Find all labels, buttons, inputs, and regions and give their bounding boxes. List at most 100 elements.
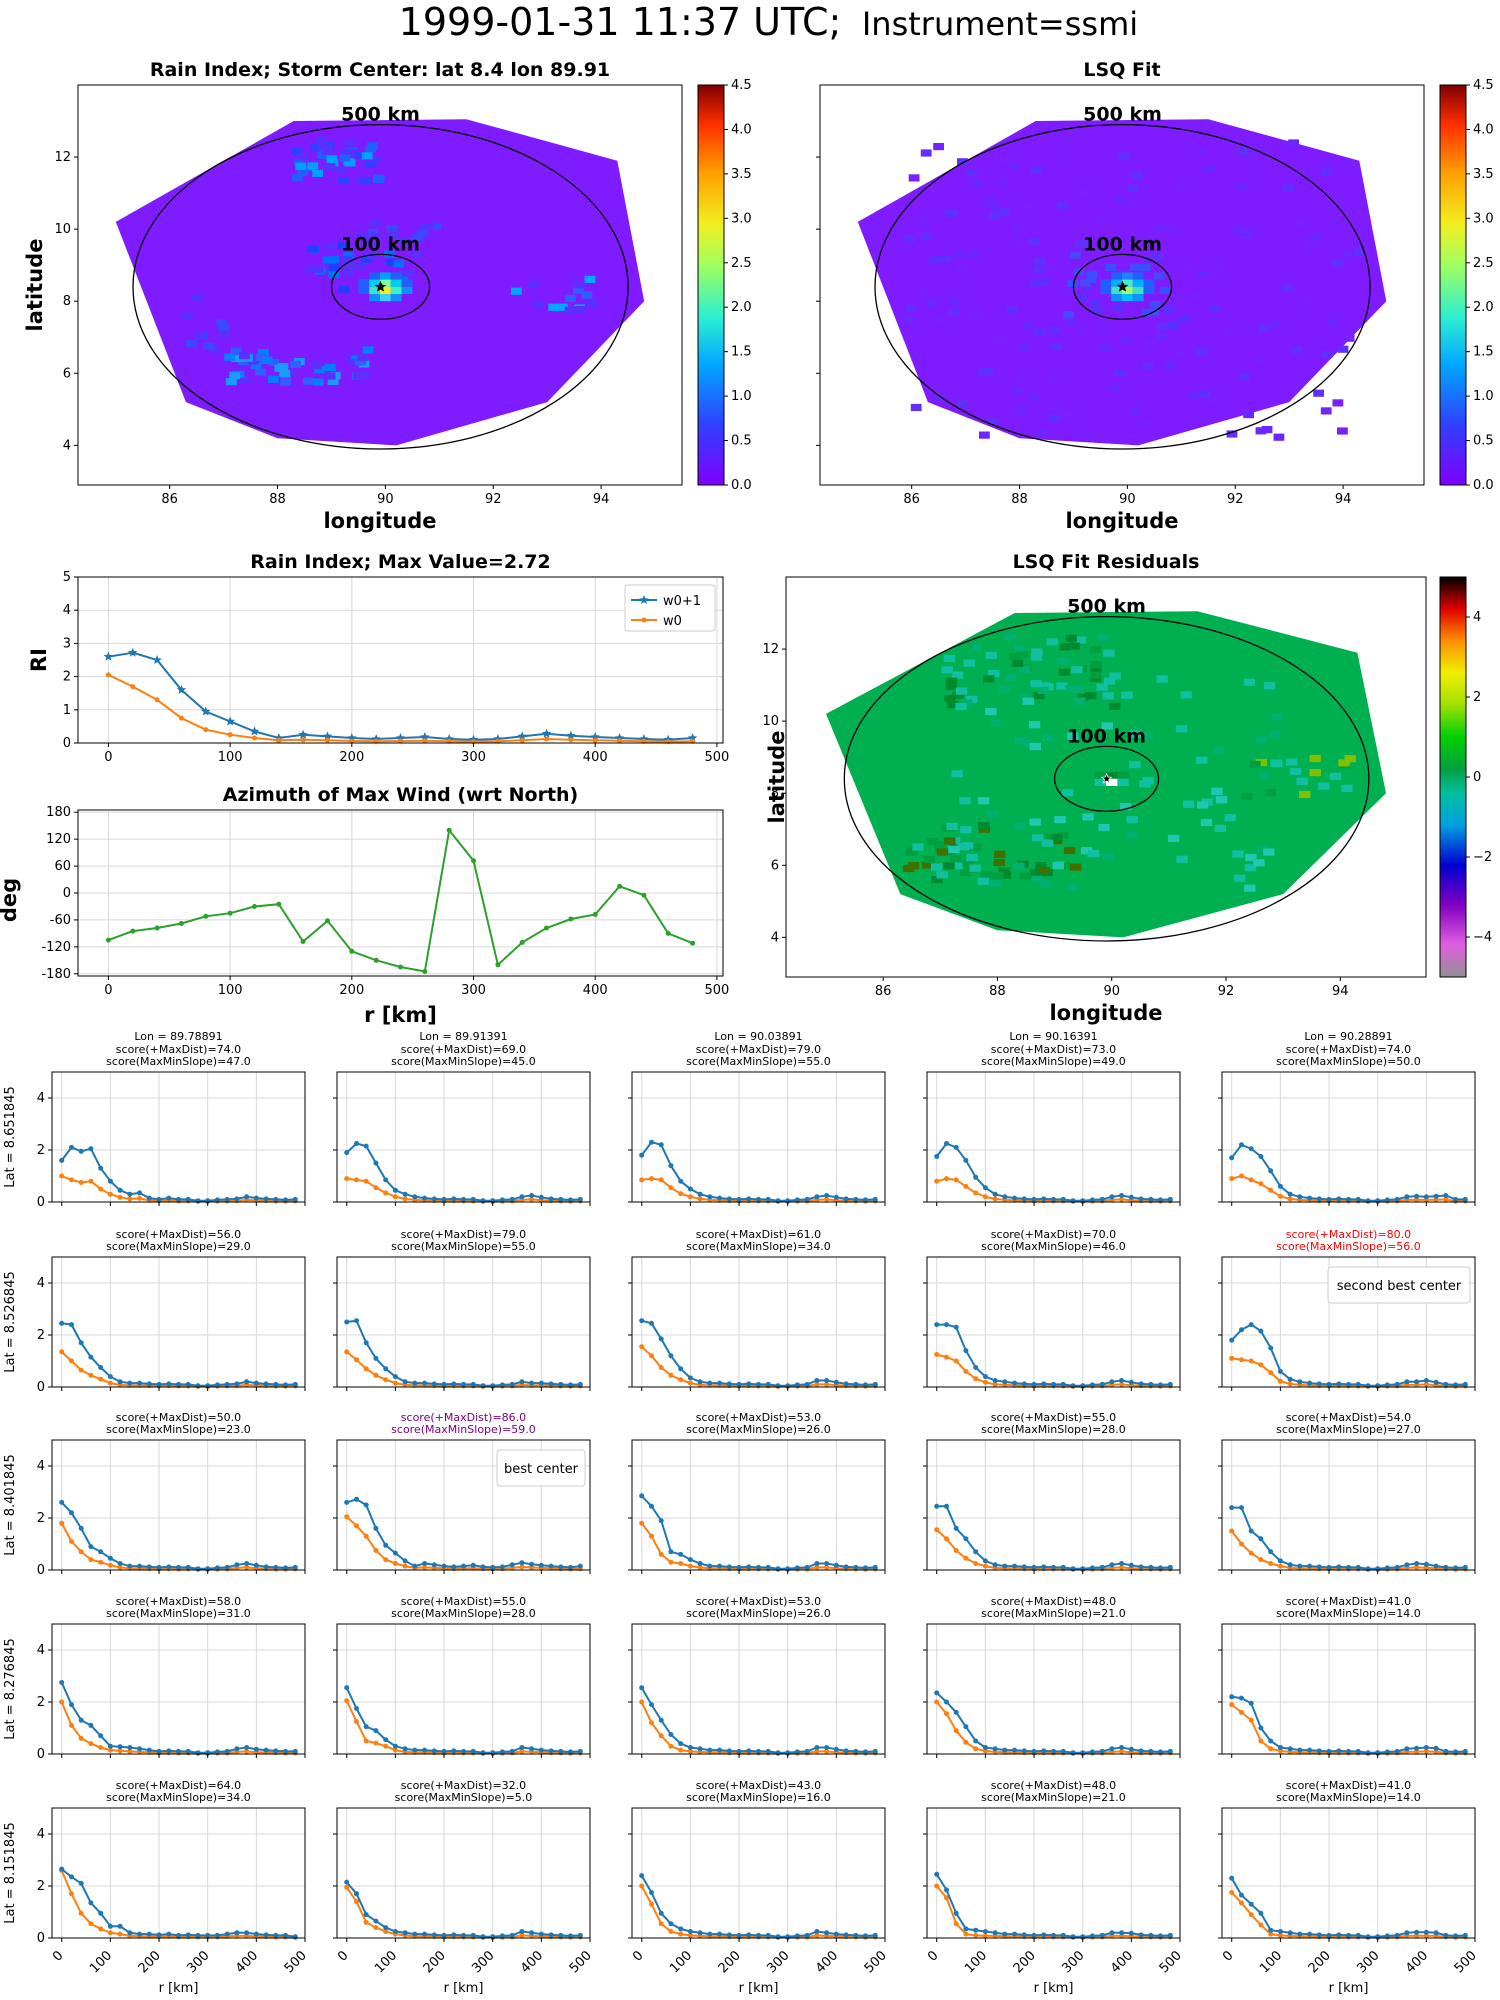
data-point [1258, 1181, 1264, 1187]
rain-cell [936, 871, 948, 879]
data-point [117, 1379, 123, 1385]
data-point [517, 731, 527, 741]
rain-cell [1226, 430, 1238, 438]
data-point [249, 726, 260, 736]
y-tick-label: 2 [37, 1879, 45, 1894]
score-maxminslope: score(MaxMinSlope)=59.0 [391, 1423, 536, 1436]
data-point [1012, 1563, 1018, 1569]
data-point [1167, 1932, 1173, 1938]
data-point [756, 1748, 761, 1754]
data-point [953, 1910, 959, 1916]
data-point [392, 1380, 398, 1386]
data-point [1021, 1564, 1027, 1570]
data-point [69, 1874, 74, 1880]
rain-cell [1075, 190, 1087, 198]
data-point [1307, 1563, 1313, 1569]
rain-cell [943, 654, 956, 663]
rain-cell [1067, 279, 1079, 288]
data-point [717, 1380, 723, 1386]
data-point [529, 1746, 535, 1752]
data-point [1229, 1505, 1235, 1511]
subplot-frame [51, 1071, 306, 1203]
rain-cell [1154, 333, 1166, 342]
series-line-w0plus1 [61, 1322, 296, 1387]
data-point [872, 1932, 878, 1938]
score-maxminslope: score(MaxMinSlope)=31.0 [106, 1607, 251, 1620]
rain-cell [1211, 787, 1223, 795]
colorbar-tick-label: 0 [1473, 770, 1481, 785]
data-point [853, 1564, 859, 1570]
rain-cell [920, 232, 932, 240]
rain-cell [1332, 399, 1344, 407]
data-point [548, 1563, 554, 1569]
data-point [944, 1887, 949, 1893]
colorbar-tick-label: 1.5 [1473, 345, 1494, 360]
data-point [509, 1748, 515, 1754]
data-point [273, 1932, 279, 1938]
data-point [363, 1366, 369, 1372]
rain-core-cell [380, 279, 391, 287]
score-maxdist: score(+MaxDist)=69.0 [401, 1043, 526, 1056]
rain-cell [1263, 848, 1275, 856]
row-label: Lat = 8.151845 [3, 1822, 18, 1924]
rain-cell [983, 367, 994, 375]
rain-cell [1126, 816, 1138, 824]
data-point [59, 1520, 65, 1526]
data-point [1297, 1563, 1303, 1569]
data-point [1414, 1745, 1420, 1751]
rain-cell [1150, 301, 1161, 309]
data-point [1119, 1381, 1125, 1387]
data-point [833, 1194, 839, 1200]
data-point [395, 733, 406, 743]
colorbar-tick-label: 4 [1473, 610, 1481, 625]
data-point [1268, 1927, 1274, 1933]
colorbar-tick-label: 2.0 [731, 300, 752, 315]
rain-cell [1118, 152, 1129, 160]
rain-cell [1195, 348, 1207, 356]
rain-cell [367, 228, 379, 237]
rain-cell [1006, 306, 1018, 314]
data-point [88, 1372, 94, 1378]
data-point [1229, 1337, 1235, 1343]
label-100km: 100 km [341, 233, 420, 255]
data-point [707, 1563, 713, 1569]
data-point [495, 962, 501, 968]
rain-cell [908, 174, 920, 182]
rain-cell [985, 651, 997, 659]
series-line-w0 [61, 1351, 296, 1388]
rain-cell [1197, 801, 1209, 809]
x-tick-label: 0 [104, 983, 112, 998]
storm-center-star [1100, 772, 1113, 784]
data-point [127, 1563, 133, 1569]
map-title: LSQ Fit [1083, 59, 1160, 81]
data-point [273, 1196, 279, 1202]
data-point [1021, 1381, 1027, 1387]
rain-cell [990, 880, 1002, 888]
data-point [746, 1196, 752, 1202]
data-point [137, 1746, 143, 1752]
data-point [658, 1365, 664, 1370]
data-point [88, 1921, 94, 1927]
x-tick-label: 92 [485, 492, 502, 507]
data-point [1423, 1929, 1429, 1935]
rain-cell [1064, 318, 1076, 326]
rain-cell [229, 372, 241, 380]
data-point [373, 1525, 379, 1531]
series-line-w0plus1 [640, 1875, 876, 1938]
data-point [117, 1744, 123, 1750]
score-maxdist: score(+MaxDist)=80.0 [1286, 1228, 1411, 1241]
data-point [944, 1141, 949, 1146]
data-point [765, 1196, 771, 1202]
data-point [687, 1194, 693, 1200]
rain-cell [1019, 872, 1031, 880]
rain-cell [319, 143, 330, 151]
rain-cell [1343, 334, 1355, 342]
rain-cell [1313, 389, 1324, 397]
data-point [1268, 1187, 1274, 1193]
data-point [963, 1183, 969, 1189]
data-point [833, 1746, 839, 1752]
data-point [544, 736, 549, 742]
label-500km: 500 km [1083, 104, 1162, 126]
rain-cell [946, 822, 958, 830]
data-point [717, 1747, 723, 1753]
